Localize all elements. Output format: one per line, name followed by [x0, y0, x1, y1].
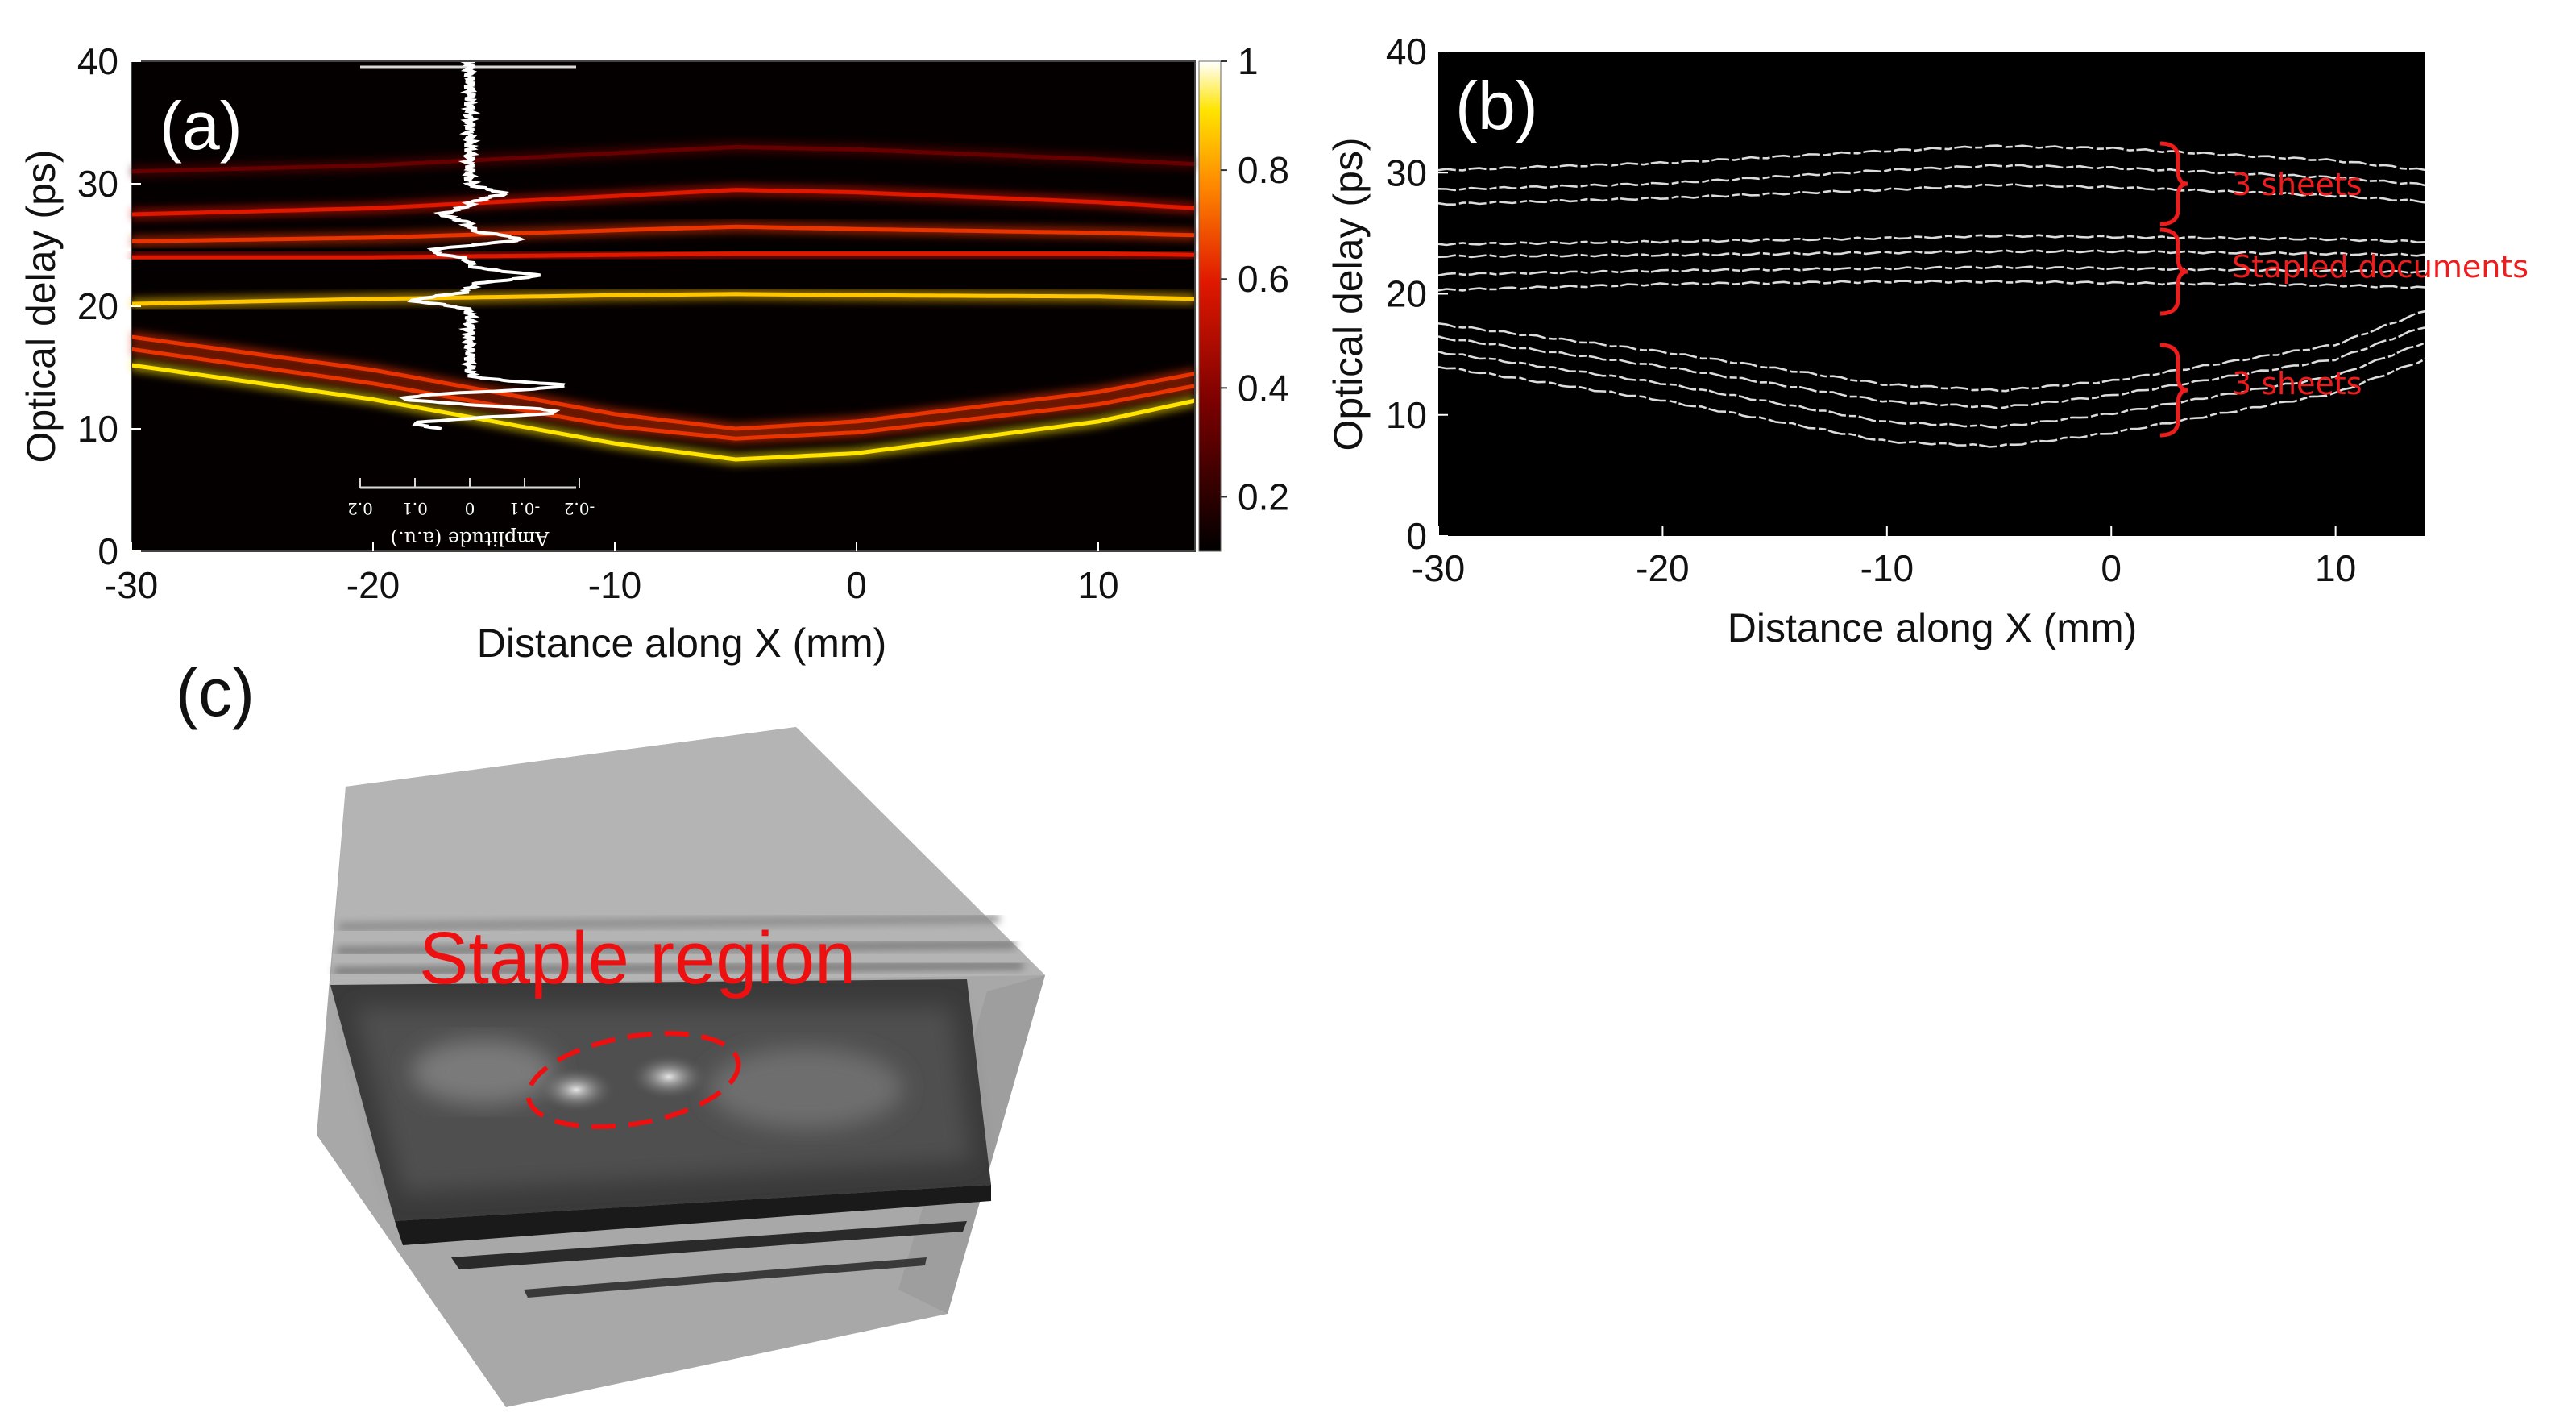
layer-stripes — [334, 915, 1024, 974]
y-axis-ticks: 0 10 20 30 40 — [77, 40, 141, 572]
brace-middle — [2159, 227, 2188, 316]
y-tick-label: 30 — [77, 163, 118, 205]
dark-edge-lower — [451, 1221, 967, 1269]
staple-1 — [1437, 234, 2426, 247]
inset-tick-label: 0.2 — [347, 499, 373, 518]
sheet-7 — [1437, 358, 2426, 448]
y-axis-label: Optical delay (ps) — [1325, 137, 1371, 451]
staple-spot-left — [537, 1067, 615, 1112]
layer-lines — [1437, 144, 2426, 448]
surface-highlight-left — [411, 1040, 556, 1104]
inset-tick-label: 0.1 — [402, 499, 428, 518]
annotation-3-sheets-bottom: 3 sheets — [2232, 366, 2362, 401]
volume-rendering: Staple region — [317, 727, 1045, 1407]
heatmap-layers — [131, 141, 1197, 466]
colorbar-tick-label: 0.8 — [1238, 149, 1289, 191]
brace-top — [2159, 141, 2188, 226]
dark-edge-bottom — [395, 1185, 991, 1245]
annotations: 3 sheets Stapled documents 3 sheets — [2159, 141, 2528, 438]
panel-c: (c) Staple region — [176, 654, 1045, 1407]
y-tick-label: 40 — [77, 40, 118, 82]
x-tick-label: 10 — [1077, 564, 1118, 606]
sheet-6 — [1437, 342, 2426, 430]
inset-label: Amplitude (a.u.) — [391, 527, 550, 550]
staple-4 — [1437, 279, 2426, 292]
y-axis-ticks: 0 10 20 30 40 — [1386, 31, 1448, 557]
x-tick-label: -10 — [1860, 547, 1914, 589]
layer-6 — [131, 334, 1196, 431]
annotation-3-sheets-top: 3 sheets — [2232, 167, 2362, 202]
layer-2 — [131, 188, 1196, 217]
layer-7 — [131, 347, 1196, 441]
x-axis-label: Distance along X (mm) — [477, 621, 887, 666]
staple-2 — [1437, 249, 2426, 259]
panel-label-c: (c) — [176, 654, 255, 730]
inset-tick-label: -0.2 — [564, 499, 595, 518]
surface-highlight-right — [709, 1048, 902, 1128]
x-tick-label: -20 — [1636, 547, 1689, 589]
panel-a: 0.2 0.1 0 -0.1 -0.2 Amplitude (a.u.) -30 -20-… — [19, 40, 1289, 666]
layer-3 — [131, 224, 1196, 243]
layer-1 — [131, 144, 1196, 174]
y-tick-label: 10 — [77, 408, 118, 450]
x-axis-ticks: -30 -20 -10 0 10 — [1412, 526, 2356, 589]
staple-spot-right — [630, 1054, 707, 1099]
colorbar-tick-label: 0.2 — [1238, 476, 1289, 517]
colorbar-tick-label: 1 — [1238, 40, 1259, 82]
sheet-1 — [1437, 144, 2426, 172]
layer-4 — [131, 251, 1196, 260]
y-tick-label: 0 — [97, 530, 118, 572]
y-axis-label: Optical delay (ps) — [19, 149, 64, 463]
x-axis-label: Distance along X (mm) — [1728, 605, 2138, 650]
inset-tick-label: 0 — [465, 499, 475, 518]
inset-ticks: 0.2 0.1 0 -0.1 -0.2 — [347, 478, 595, 518]
x-tick-label: 10 — [2315, 547, 2356, 589]
dark-edge-lowest — [524, 1257, 927, 1298]
y-tick-label: 30 — [1386, 152, 1427, 193]
y-tick-label: 40 — [1386, 31, 1427, 73]
y-tick-label: 20 — [1386, 273, 1427, 315]
x-tick-label: -30 — [105, 564, 158, 606]
staple-region-label: Staple region — [419, 917, 856, 999]
heatmap-background — [131, 61, 1195, 551]
brace-bottom — [2159, 343, 2188, 438]
x-tick-label: 0 — [846, 564, 867, 606]
sheet-3 — [1437, 183, 2426, 206]
x-tick-label: -30 — [1412, 547, 1465, 589]
sheet-4 — [1437, 310, 2426, 393]
inset-waveform: 0.2 0.1 0 -0.1 -0.2 Amplitude (a.u.) — [347, 60, 595, 550]
colorbar — [1198, 60, 1222, 552]
plot-background — [1438, 52, 2425, 536]
staple-region-outline — [525, 1031, 741, 1129]
inset-waveform-line — [397, 60, 566, 430]
sheet-5 — [1437, 326, 2426, 410]
x-tick-label: -20 — [346, 564, 400, 606]
panel-label-a: (a) — [160, 88, 243, 164]
annotation-stapled-documents: Stapled documents — [2232, 249, 2528, 285]
layer-8 — [131, 363, 1196, 462]
y-tick-label: 0 — [1406, 515, 1427, 557]
x-tick-label: -10 — [588, 564, 641, 606]
inset-tick-label: -0.1 — [509, 499, 541, 518]
sheet-2 — [1437, 164, 2426, 192]
layer-5 — [131, 292, 1196, 306]
x-axis-ticks: -30 -20 -10 0 10 — [105, 542, 1119, 606]
panel-label-b: (b) — [1455, 68, 1538, 143]
colorbar-tick-label: 0.6 — [1238, 258, 1289, 300]
x-tick-label: 0 — [2101, 547, 2122, 589]
y-tick-label: 20 — [77, 285, 118, 327]
panel-b: -30 -20 -10 0 10 0 10 20 30 40 Distance along X … — [1325, 31, 2528, 650]
y-tick-label: 10 — [1386, 394, 1427, 436]
colorbar-ticks: 1 0.8 0.6 0.4 0.2 — [1221, 40, 1289, 517]
colorbar-tick-label: 0.4 — [1238, 367, 1289, 409]
staple-3 — [1437, 264, 2426, 276]
